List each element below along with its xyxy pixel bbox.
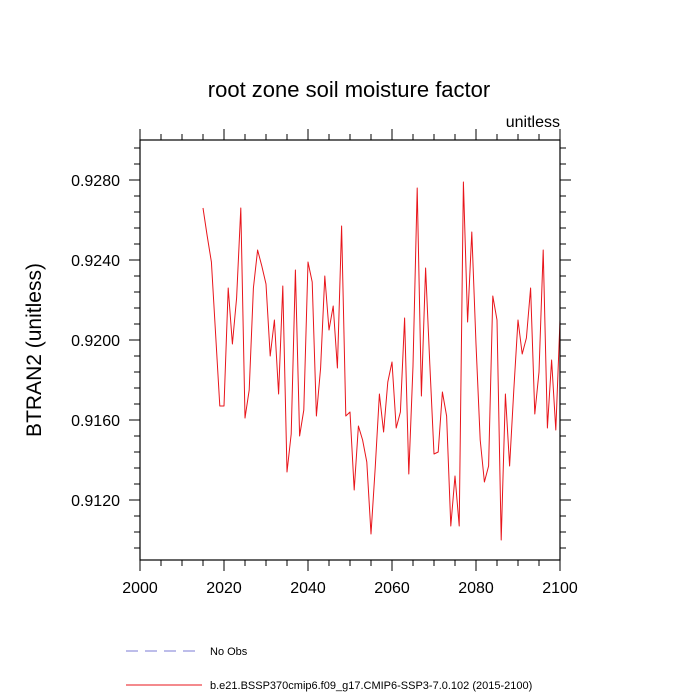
x-tick-label: 2000 — [122, 580, 158, 597]
units-label: unitless — [506, 114, 560, 131]
series-layer — [202, 181, 561, 541]
legend-label-no-obs: No Obs — [210, 646, 248, 658]
y-axis-label: BTRAN2 (unitless) — [23, 263, 46, 437]
y-tick-label: 0.9160 — [71, 413, 120, 430]
x-tick-label: 2080 — [458, 580, 494, 597]
x-tick-label: 2060 — [374, 580, 410, 597]
legend-label-model-run: b.e21.BSSP370cmip6.f09_g17.CMIP6-SSP3-7.… — [210, 680, 532, 692]
plot-frame — [139, 139, 561, 561]
y-tick-label: 0.9280 — [71, 173, 120, 190]
y-tick-label: 0.9120 — [71, 493, 120, 510]
axis-tick-labels: 2000 2020 2040 2060 2080 2100 0.9120 0.9160 0.92… — [71, 173, 578, 597]
x-tick-label: 2040 — [290, 580, 326, 597]
axis-ticks — [129, 129, 571, 571]
x-tick-label: 2020 — [206, 580, 242, 597]
x-tick-label: 2100 — [542, 580, 578, 597]
legend: No Obs b.e21.BSSP370cmip6.f09_g17.CMIP6-… — [126, 646, 532, 692]
y-tick-label: 0.9240 — [71, 253, 120, 270]
chart-title: root zone soil moisture factor — [208, 77, 490, 102]
y-tick-label: 0.9200 — [71, 333, 120, 350]
series-line — [202, 181, 561, 541]
